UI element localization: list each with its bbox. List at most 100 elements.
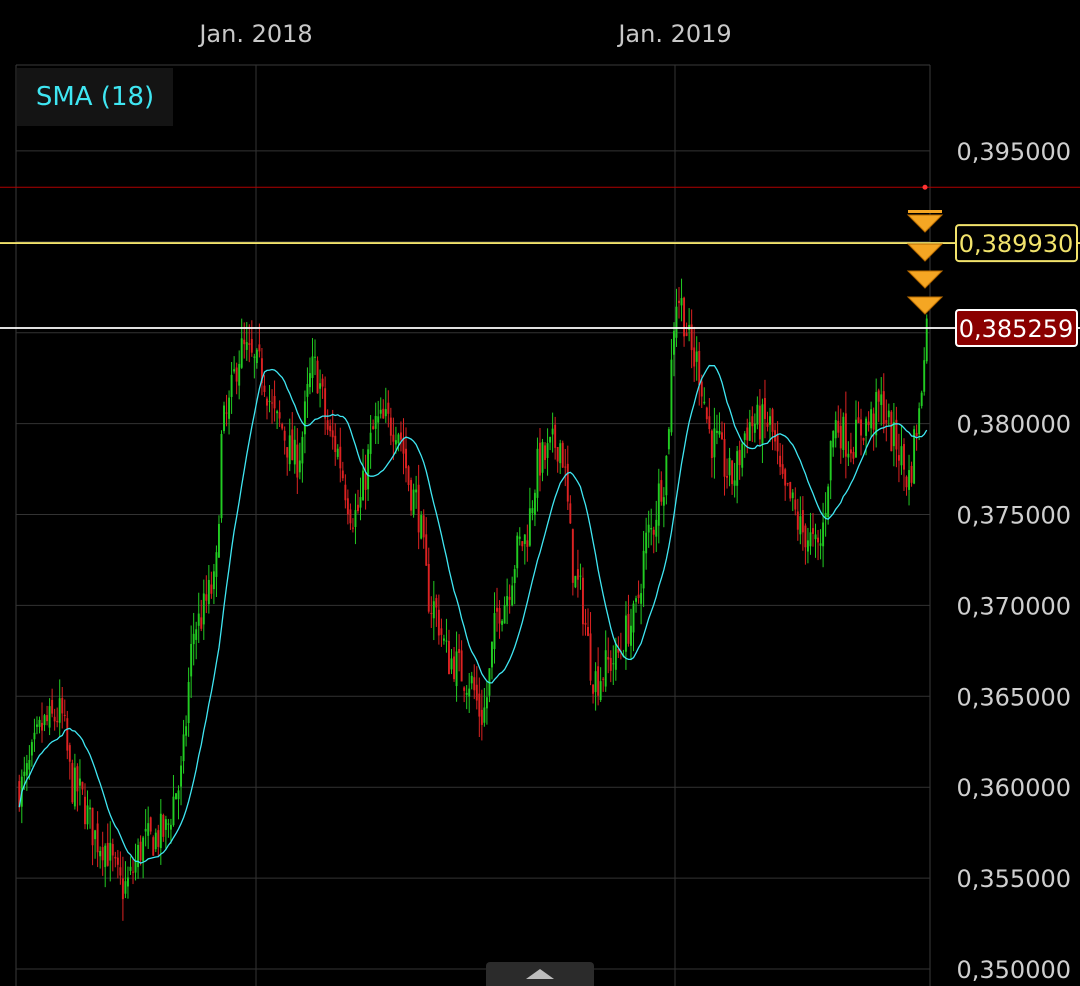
candle-body (68, 745, 71, 762)
candle-body (207, 579, 210, 605)
candle-body (66, 718, 69, 751)
candle-body (693, 347, 696, 367)
candle-body (751, 416, 754, 427)
candle-body (678, 300, 680, 304)
indicator-legend[interactable]: SMA (18) (17, 68, 173, 126)
candle-body (544, 445, 547, 461)
candle-body (149, 817, 152, 832)
candle-body (432, 601, 435, 619)
candle-body (76, 766, 79, 792)
price-badge: 0,385259 (955, 308, 1078, 347)
candle-body (230, 374, 233, 397)
candle-body (119, 867, 122, 876)
candle-body (321, 378, 324, 387)
candle-body (225, 412, 228, 414)
candle-body (842, 416, 845, 450)
candle-body (516, 535, 519, 569)
candle-body (349, 509, 352, 524)
candle-body (58, 698, 61, 723)
candle-body (690, 324, 693, 351)
candle-body (715, 430, 718, 433)
candle-body (485, 697, 488, 709)
candle-body (468, 688, 471, 697)
candle-body (662, 497, 665, 506)
candle-body (377, 416, 380, 423)
candle-body (384, 409, 387, 417)
candle-body (761, 404, 764, 444)
candle-body (566, 463, 569, 502)
candle-body (306, 384, 309, 397)
price-badge-box (955, 224, 1078, 263)
candle-body (521, 541, 524, 547)
candle-body (576, 569, 579, 580)
candle-body (23, 771, 26, 777)
candle-body (592, 684, 595, 694)
candle-body (587, 626, 589, 636)
candle-body (197, 613, 200, 626)
candle-body (546, 443, 549, 458)
candle-body (455, 651, 458, 687)
expand-panel-button[interactable] (486, 962, 594, 986)
candle-body (344, 484, 347, 501)
candle-body (253, 356, 256, 358)
candle-body (329, 425, 332, 432)
candle-body (281, 424, 284, 429)
candle-body (362, 470, 365, 501)
candle-body (430, 613, 433, 615)
candle-body (860, 419, 862, 436)
candle-body (766, 422, 769, 427)
candle-body (291, 429, 294, 461)
candle-body (46, 715, 49, 722)
candle-body (748, 422, 751, 441)
candle-body (556, 447, 559, 462)
candle-body (41, 722, 43, 731)
candle-body (48, 706, 51, 728)
candle-body (212, 571, 215, 590)
candle-body (25, 763, 28, 776)
candle-body (533, 492, 536, 515)
candle-body (574, 575, 577, 588)
candle-body (121, 878, 124, 900)
candle-body (185, 726, 188, 736)
candle-body (784, 469, 787, 486)
candle-body (205, 594, 208, 601)
candle-body (63, 714, 66, 717)
candle-body (862, 438, 865, 441)
candle-body (268, 400, 271, 402)
candle-body (405, 448, 407, 469)
candle-body (513, 569, 516, 584)
candle-body (541, 442, 544, 473)
candle-body (427, 564, 430, 612)
candle-body (630, 625, 632, 646)
candle-body (731, 460, 734, 485)
candle-body (612, 663, 615, 665)
candle-body (440, 628, 443, 635)
candle-body (796, 511, 799, 530)
y-tick-label: 0,350000 (956, 956, 1071, 984)
candle-body (635, 598, 638, 602)
candle-body (458, 648, 461, 653)
candle-body (801, 510, 804, 533)
candle-body (478, 693, 481, 717)
sell-signal-marker (906, 243, 944, 262)
candle-body (134, 860, 137, 873)
candle-body (839, 425, 842, 449)
candle-body (111, 844, 114, 856)
candle-body (614, 643, 617, 670)
candle-body (589, 633, 592, 681)
candle-body (824, 512, 827, 518)
candle-body (116, 857, 119, 865)
candle-body (308, 373, 311, 388)
candle-body (925, 318, 928, 362)
candle-body (733, 480, 736, 486)
candle-body (303, 401, 306, 435)
candle-body (705, 407, 708, 420)
candle-body (144, 828, 147, 832)
candle-body (314, 356, 316, 358)
y-tick-label: 0,355000 (956, 865, 1071, 893)
candle-body (877, 390, 880, 402)
candle-body (293, 439, 296, 465)
candle-body (844, 413, 847, 457)
candle-body (721, 432, 723, 440)
